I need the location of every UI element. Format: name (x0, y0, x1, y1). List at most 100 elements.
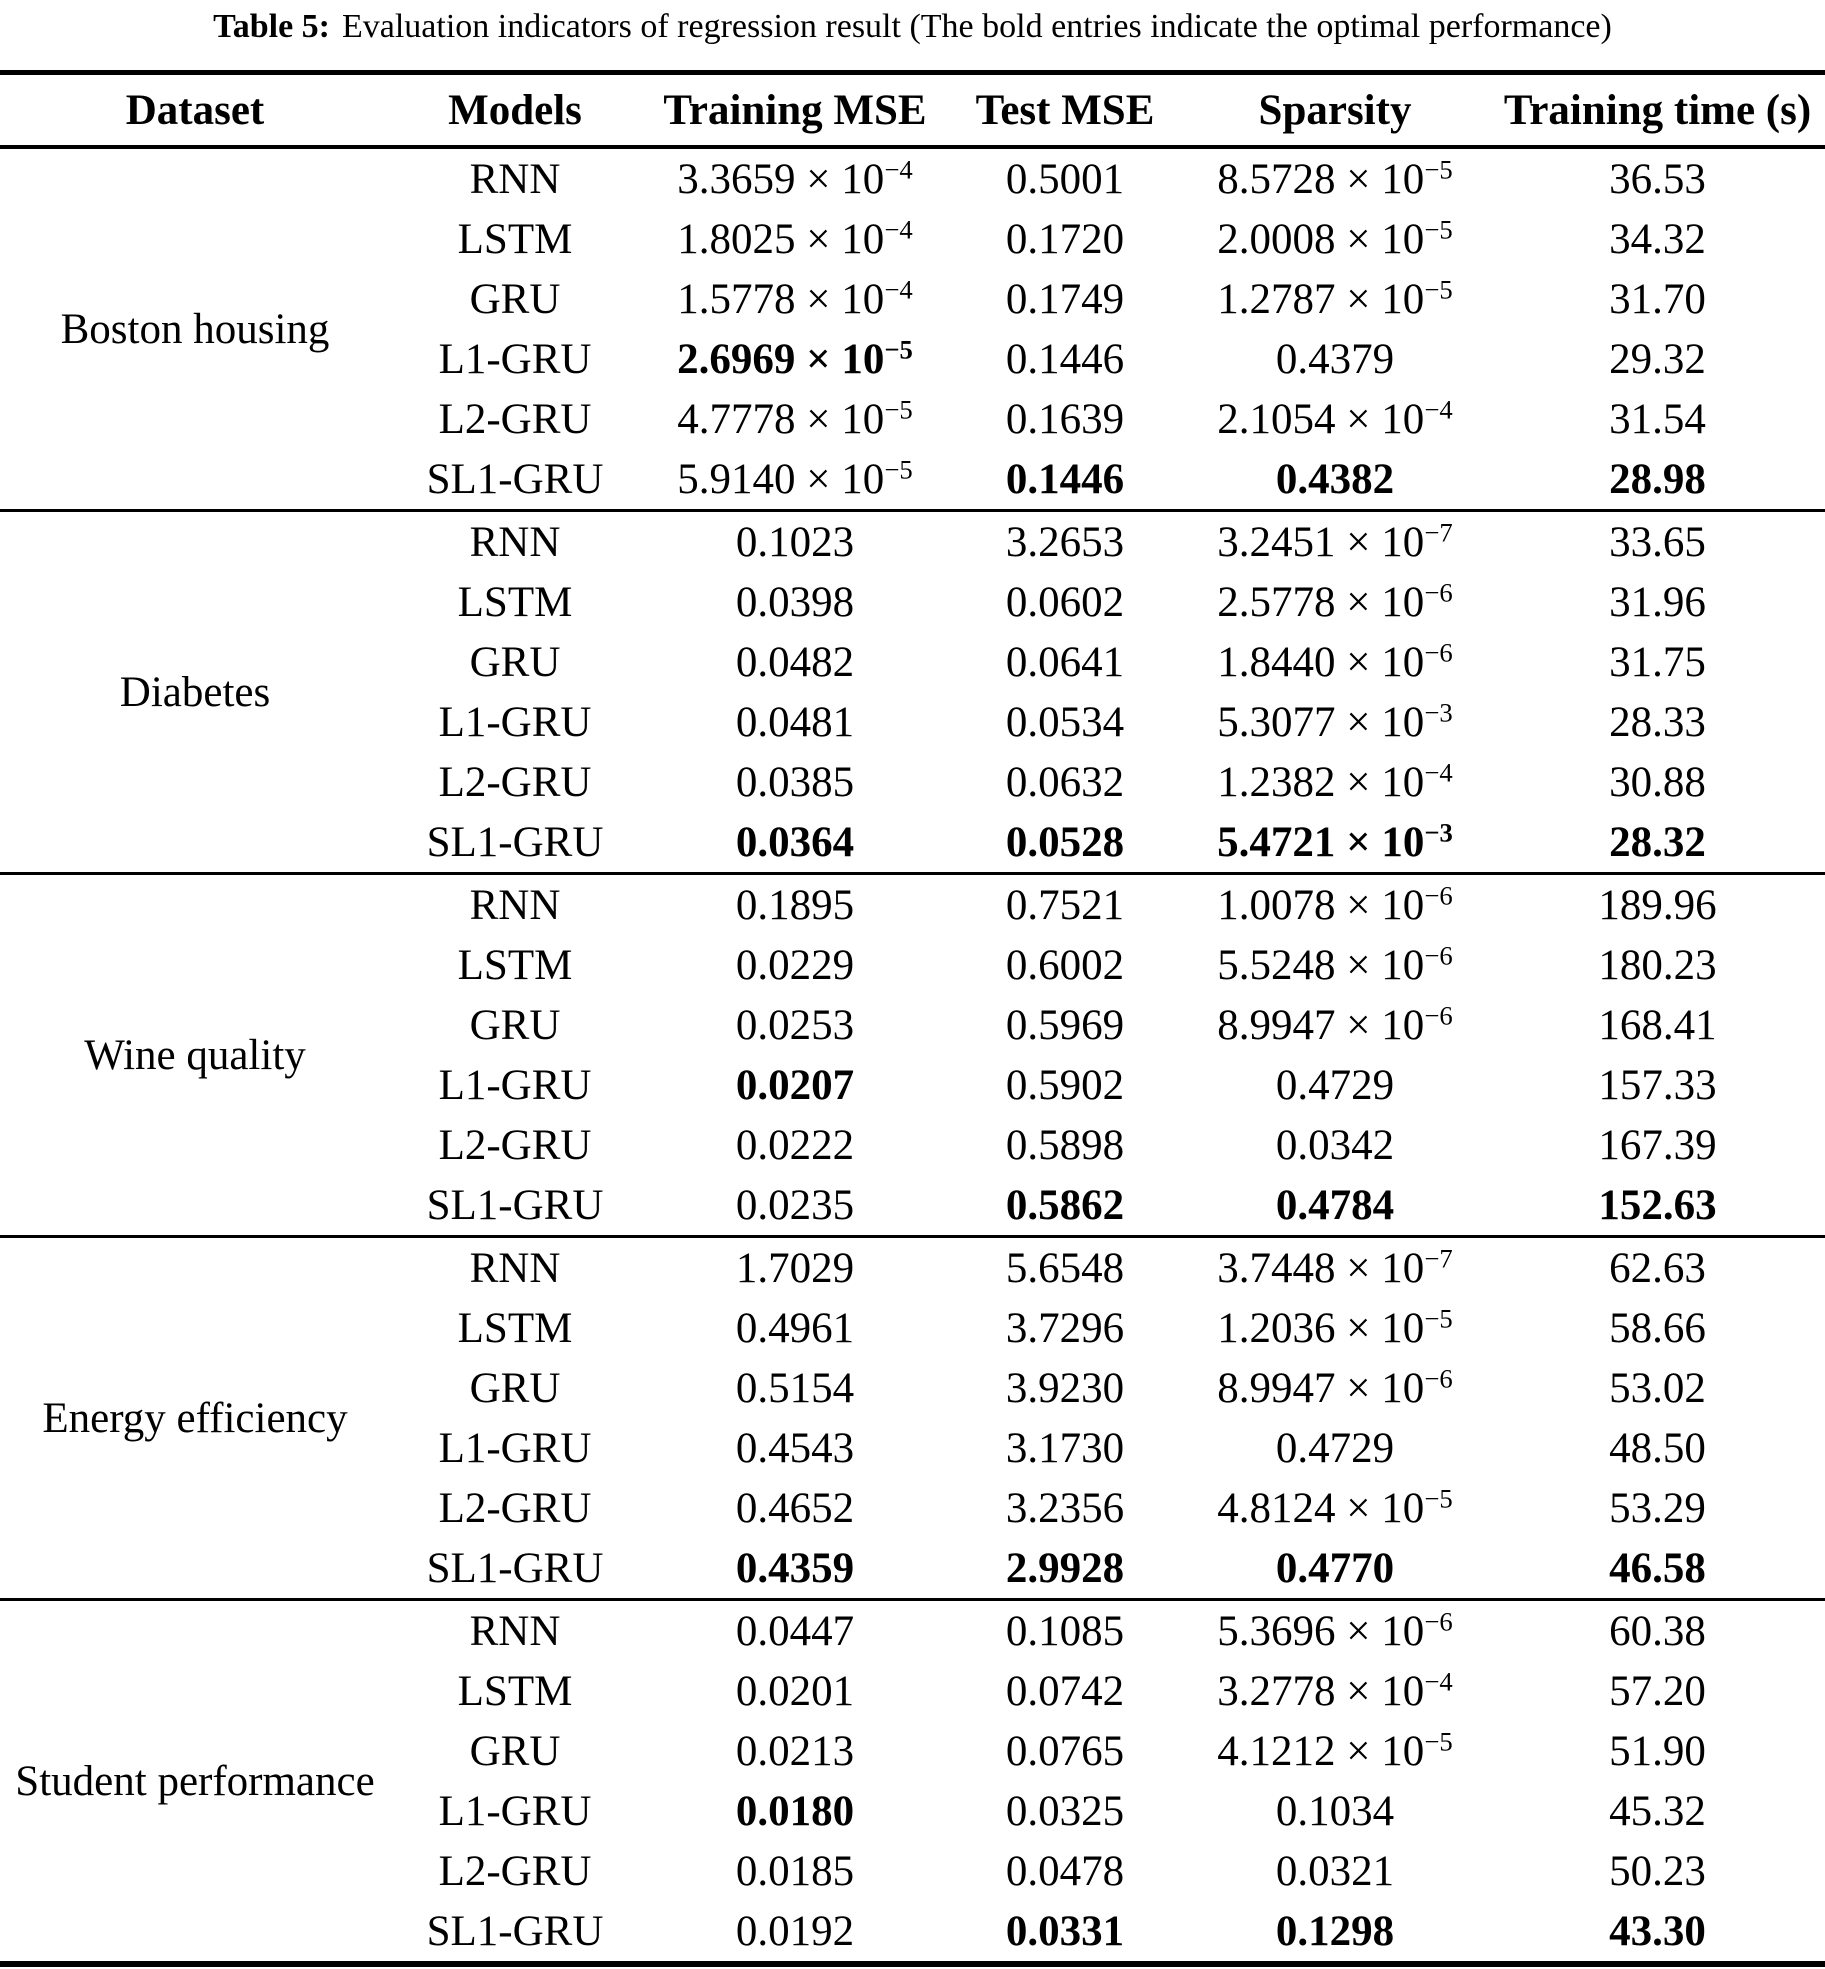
cell-training-mse: 0.0364 (735, 818, 855, 866)
table-caption-number: Table 5: (213, 8, 330, 45)
cell-training-time: 60.38 (1490, 1598, 1825, 1661)
cell-sparsity: 2.1054 × 10−4 (1217, 393, 1453, 443)
table-row: L2-GRU 0.0222 0.5898 0.0342 167.39 (0, 1115, 1825, 1175)
cell-test-mse: 0.0641 (1005, 638, 1125, 686)
exponent: −7 (1424, 516, 1453, 547)
cell-sparsity: 5.5248 × 10−6 (1217, 939, 1453, 989)
table-row: Diabetes RNN 0.1023 3.2653 3.2451 × 10−7 33.6… (0, 509, 1825, 874)
cell-model: GRU (469, 638, 561, 686)
cell-sparsity: 5.4721 × 10−3 (1217, 816, 1453, 866)
table-row: SL1-GRU 0.0235 0.5862 0.4784 152.63 (0, 1175, 1825, 1237)
cell-training-time: 45.32 (1609, 1787, 1706, 1835)
table-caption: Table 5: Evaluation indicators of regress… (0, 0, 1825, 70)
col-header-models: Models (390, 72, 640, 149)
exponent: −4 (884, 153, 913, 184)
table-row: LSTM 0.0229 0.6002 5.5248 × 10−6 180.23 (0, 935, 1825, 995)
col-header-test-mse: Test MSE (950, 72, 1180, 149)
cell-test-mse: 3.7296 (1005, 1304, 1125, 1352)
table-row: Energy efficiency RNN 1.7029 5.6548 3.7448 ×… (0, 1235, 1825, 1600)
table-row: L1-GRU 0.0180 0.0325 0.1034 45.32 (0, 1781, 1825, 1841)
cell-test-mse: 0.0742 (1005, 1667, 1125, 1715)
cell-training-mse: 4.7778 × 10−5 (677, 393, 913, 443)
cell-training-mse: 0.0385 (735, 758, 855, 806)
cell-training-mse: 0.5154 (735, 1364, 855, 1412)
cell-sparsity: 4.8124 × 10−5 (1217, 1482, 1453, 1532)
cell-test-mse: 0.5969 (1005, 1001, 1125, 1049)
cell-test-mse: 3.2653 (950, 509, 1180, 572)
cell-test-mse: 3.1730 (1005, 1424, 1125, 1472)
cell-training-mse: 0.0201 (735, 1667, 855, 1715)
cell-training-time: 62.63 (1490, 1235, 1825, 1298)
exponent: −3 (1424, 816, 1453, 847)
cell-training-time: 57.20 (1609, 1667, 1706, 1715)
table-row: L1-GRU 2.6969 × 10−5 0.1446 0.4379 29.32 (0, 329, 1825, 389)
table-row: LSTM 0.0201 0.0742 3.2778 × 10−4 57.20 (0, 1661, 1825, 1721)
results-table: Dataset Models Training MSE Test MSE Sparsit… (0, 70, 1825, 1967)
cell-training-time: 34.32 (1609, 215, 1706, 263)
cell-sparsity: 0.4784 (1275, 1181, 1395, 1229)
cell-training-mse: 5.9140 × 10−5 (677, 453, 913, 503)
cell-training-mse: 3.3659 × 10−4 (677, 153, 913, 203)
exponent: −5 (884, 393, 913, 424)
table-row: L2-GRU 0.0185 0.0478 0.0321 50.23 (0, 1841, 1825, 1901)
table-row: Student performance RNN 0.0447 0.1085 5.3696… (0, 1598, 1825, 1964)
cell-test-mse: 0.1085 (950, 1598, 1180, 1661)
cell-test-mse: 0.5862 (1005, 1181, 1125, 1229)
cell-sparsity: 0.4729 (1275, 1061, 1395, 1109)
cell-training-time: 53.02 (1609, 1364, 1706, 1412)
table-row: LSTM 0.0398 0.0602 2.5778 × 10−6 31.96 (0, 572, 1825, 632)
cell-test-mse: 0.5898 (1005, 1121, 1125, 1169)
cell-sparsity: 0.1298 (1275, 1907, 1395, 1955)
cell-model: SL1-GRU (426, 455, 604, 503)
table-caption-text: Evaluation indicators of regression resu… (341, 8, 1612, 45)
cell-training-mse: 0.1895 (640, 872, 950, 935)
cell-training-mse: 0.0235 (735, 1181, 855, 1229)
cell-sparsity: 1.2036 × 10−5 (1217, 1302, 1453, 1352)
exponent: −5 (1424, 1725, 1453, 1756)
table-row: SL1-GRU 5.9140 × 10−5 0.1446 0.4382 28.98 (0, 449, 1825, 511)
cell-training-mse: 0.0207 (735, 1061, 855, 1109)
cell-model: RNN (390, 509, 640, 572)
cell-sparsity: 1.2787 × 10−5 (1217, 273, 1453, 323)
cell-model: RNN (390, 872, 640, 935)
cell-test-mse: 3.2356 (1005, 1484, 1125, 1532)
table-row: GRU 0.5154 3.9230 8.9947 × 10−6 53.02 (0, 1358, 1825, 1418)
cell-model: SL1-GRU (426, 818, 604, 866)
cell-model: RNN (390, 1235, 640, 1298)
cell-sparsity: 4.1212 × 10−5 (1217, 1725, 1453, 1775)
cell-training-time: 36.53 (1609, 155, 1706, 203)
exponent: −6 (1424, 636, 1453, 667)
cell-test-mse: 0.1446 (1005, 335, 1125, 383)
table-row: GRU 1.5778 × 10−4 0.1749 1.2787 × 10−5 31.70 (0, 269, 1825, 329)
exponent: −6 (1424, 1362, 1453, 1393)
exponent: −6 (1424, 576, 1453, 607)
cell-training-time: 51.90 (1609, 1727, 1706, 1775)
cell-sparsity: 2.0008 × 10−5 (1217, 213, 1453, 263)
exponent: −5 (884, 333, 913, 364)
cell-model: SL1-GRU (426, 1907, 604, 1955)
cell-test-mse: 0.5001 (1005, 155, 1125, 203)
col-header-training-time: Training time (s) (1490, 72, 1825, 149)
cell-training-time: 30.88 (1609, 758, 1706, 806)
cell-model: LSTM (457, 215, 573, 263)
cell-training-mse: 0.4652 (735, 1484, 855, 1532)
table-row: L2-GRU 0.4652 3.2356 4.8124 × 10−5 53.29 (0, 1478, 1825, 1538)
exponent: −4 (1424, 393, 1453, 424)
cell-model: L1-GRU (438, 1787, 592, 1835)
cell-training-time: 180.23 (1598, 941, 1717, 989)
table-row: Boston housing RNN 3.3659 × 10−4 0.5001 8.57… (0, 147, 1825, 351)
cell-model: LSTM (457, 1304, 573, 1352)
exponent: −4 (884, 213, 913, 244)
cell-training-mse: 0.0253 (735, 1001, 855, 1049)
cell-sparsity: 0.4379 (1275, 335, 1395, 383)
exponent: −6 (1424, 939, 1453, 970)
cell-model: LSTM (457, 941, 573, 989)
cell-test-mse: 0.0632 (1005, 758, 1125, 806)
cell-test-mse: 0.7521 (950, 872, 1180, 935)
table-row: SL1-GRU 0.4359 2.9928 0.4770 46.58 (0, 1538, 1825, 1600)
cell-training-mse: 0.4543 (735, 1424, 855, 1472)
cell-training-time: 48.50 (1609, 1424, 1706, 1472)
cell-model: SL1-GRU (426, 1544, 604, 1592)
table-body: Boston housing RNN 3.3659 × 10−4 0.5001 8.57… (0, 147, 1825, 1964)
cell-training-time: 28.33 (1609, 698, 1706, 746)
